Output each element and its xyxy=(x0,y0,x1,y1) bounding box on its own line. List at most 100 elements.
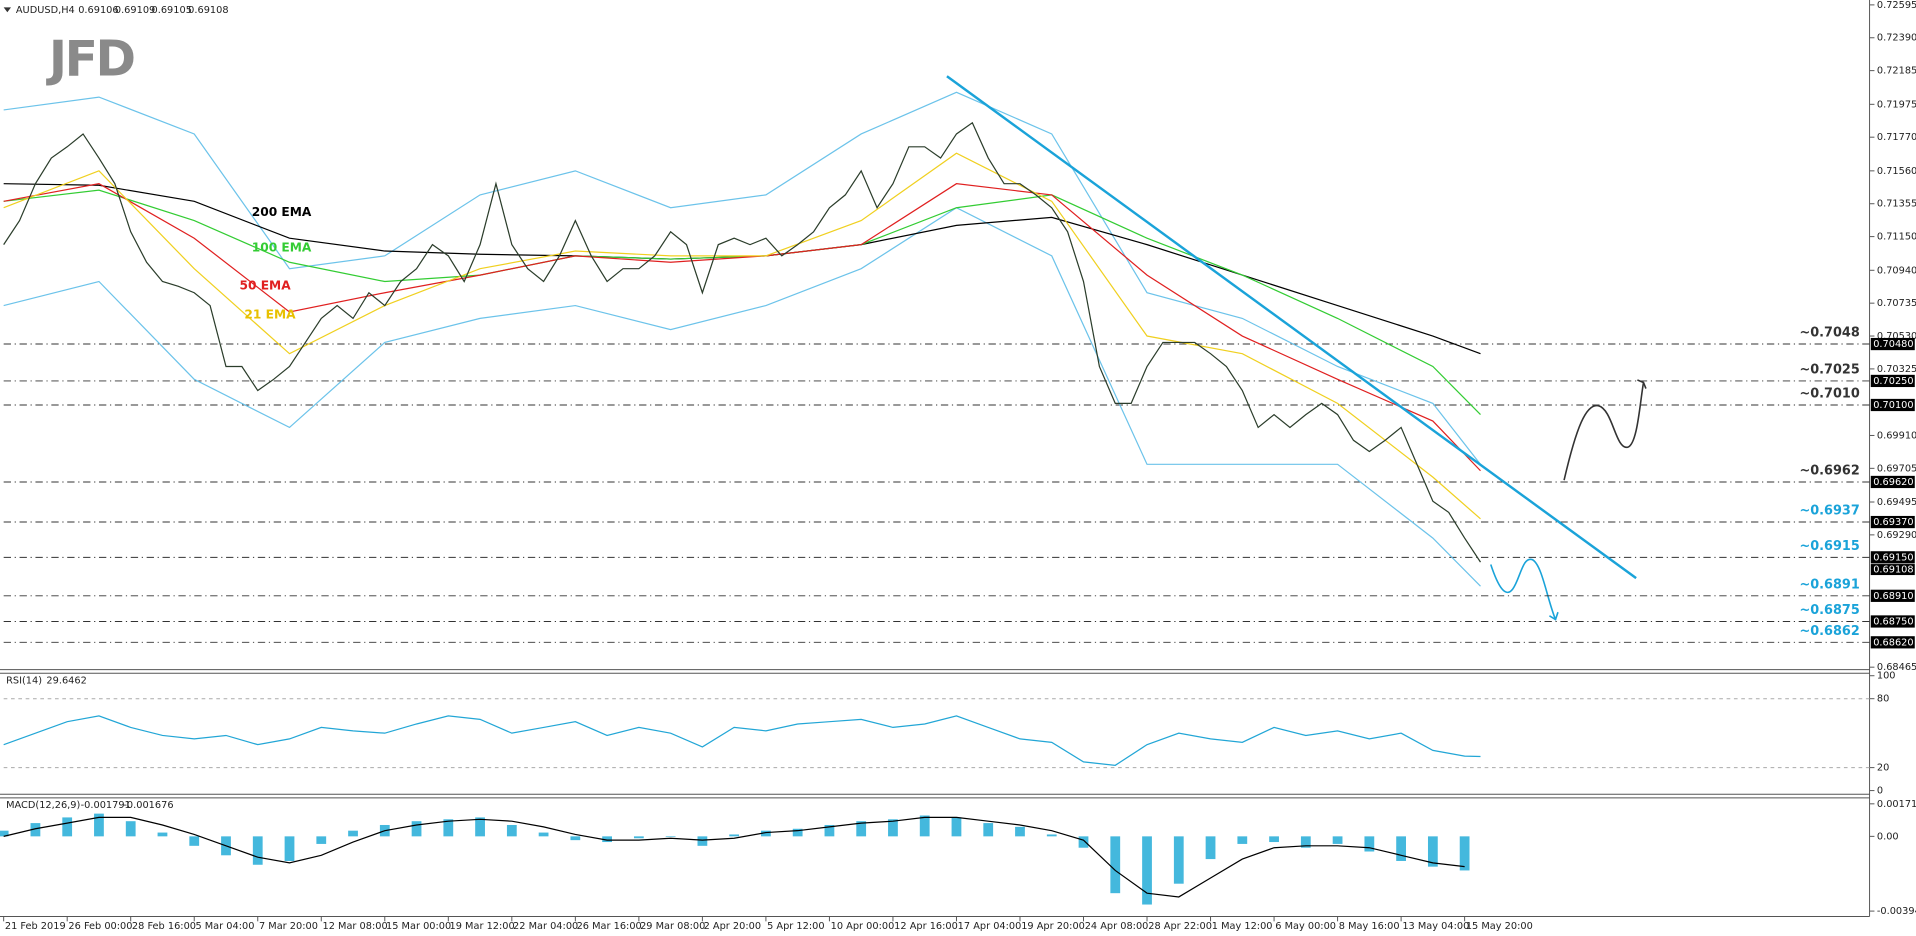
level-axis-label: 0.68750 xyxy=(1873,616,1913,627)
arrow-head xyxy=(1549,611,1559,621)
histogram-bar xyxy=(983,823,994,837)
x-tick-label: 19 Mar 12:00 xyxy=(450,921,515,932)
level-axis-label: 0.69370 xyxy=(1873,517,1913,528)
y-tick-label: 0.71770 xyxy=(1877,132,1916,143)
histogram-bar xyxy=(602,836,612,843)
trendline xyxy=(946,75,1637,580)
x-tick-label: 13 May 04:00 xyxy=(1402,921,1469,932)
y-tick-label: 0.72595 xyxy=(1877,0,1916,11)
y-tick-label: 0.70530 xyxy=(1877,331,1916,342)
histogram-bar xyxy=(888,819,898,837)
scenario-down-arrow xyxy=(1490,558,1557,620)
y-tick-label: 0.72390 xyxy=(1877,33,1916,44)
level-axis-box xyxy=(1870,615,1915,628)
histogram-bar xyxy=(1205,836,1216,860)
histogram-bar xyxy=(729,834,740,837)
histogram-bar xyxy=(411,821,422,837)
level-axis-box xyxy=(1870,551,1915,564)
y-tick-label: 0 xyxy=(1877,786,1883,797)
level-axis-box xyxy=(1870,636,1915,649)
histogram-bar xyxy=(633,836,644,839)
panel-title: RSI(14) xyxy=(6,676,42,687)
ohlc-value: 0.69109 xyxy=(115,5,155,16)
x-tick-label: 2 Apr 20:00 xyxy=(704,921,761,932)
histogram-bar xyxy=(538,832,549,837)
symbol: AUDUSD,H4 xyxy=(16,5,75,16)
x-tick-label: 5 Apr 12:00 xyxy=(767,921,824,932)
histogram-bar xyxy=(697,836,708,846)
current-price-box xyxy=(1870,564,1915,576)
ema-label: 21 EMA xyxy=(244,308,296,322)
y-tick-label: 0.68465 xyxy=(1877,662,1916,673)
x-tick-label: 7 Mar 20:00 xyxy=(259,921,318,932)
level-axis-box xyxy=(1870,589,1915,602)
ohlc-value: 0.69108 xyxy=(188,5,228,16)
y-tick-label: 20 xyxy=(1877,763,1889,774)
level-label: ~0.6891 xyxy=(1800,577,1860,592)
y-tick-label: 0.69495 xyxy=(1877,497,1916,508)
series-line xyxy=(3,207,1481,587)
y-tick-label: 0.71150 xyxy=(1877,232,1916,243)
histogram-bar xyxy=(30,823,41,837)
scenario-up-arrow xyxy=(1563,382,1645,481)
series-line xyxy=(3,121,1482,563)
histogram-bar xyxy=(189,836,200,846)
x-tick-label: 26 Mar 16:00 xyxy=(577,921,642,932)
series-line xyxy=(3,91,1481,465)
y-tick-label: 100 xyxy=(1877,671,1896,682)
level-axis-label: 0.70250 xyxy=(1873,376,1913,387)
histogram-bar xyxy=(0,830,9,837)
ema-label: 100 EMA xyxy=(252,241,312,255)
x-tick-label: 22 Mar 04:00 xyxy=(513,921,578,932)
histogram-bar xyxy=(570,836,581,841)
ohlc-value: 0.69106 xyxy=(78,5,118,16)
series-line xyxy=(3,715,1481,766)
level-label: ~0.7048 xyxy=(1800,326,1860,341)
histogram-bar xyxy=(1237,836,1248,844)
histogram-bar xyxy=(665,836,676,837)
histogram-bar xyxy=(761,830,771,837)
histogram-bar xyxy=(919,815,930,837)
arrow-head xyxy=(1637,379,1647,389)
histogram-bar xyxy=(94,813,104,837)
histogram-bar xyxy=(1110,836,1121,894)
level-axis-box xyxy=(1870,475,1915,489)
y-tick-label: 0.00 xyxy=(1877,831,1899,842)
histogram-bar xyxy=(62,817,73,837)
x-tick-label: 21 Feb 2019 xyxy=(5,921,66,932)
level-axis-label: 0.68910 xyxy=(1873,591,1913,602)
x-tick-label: 19 Apr 20:00 xyxy=(1021,921,1085,932)
histogram-bar xyxy=(1332,836,1343,844)
histogram-bar xyxy=(792,828,803,837)
level-label: ~0.7010 xyxy=(1800,386,1860,401)
level-axis-box xyxy=(1870,398,1915,412)
histogram-bar xyxy=(1142,836,1152,905)
panel-title: MACD(12,26,9) xyxy=(6,800,80,811)
level-axis-label: 0.69150 xyxy=(1873,552,1913,563)
level-axis-box xyxy=(1870,374,1915,388)
histogram-bar xyxy=(1269,836,1279,843)
y-tick-label: 0.69290 xyxy=(1877,530,1916,541)
x-tick-label: 12 Mar 08:00 xyxy=(322,921,387,932)
x-tick-label: 5 Mar 04:00 xyxy=(195,921,254,932)
x-tick-label: 24 Apr 08:00 xyxy=(1085,921,1149,932)
panel-readout: 29.6462 xyxy=(46,676,86,687)
histogram-bar xyxy=(506,824,517,837)
x-tick-label: 6 May 00:00 xyxy=(1275,921,1336,932)
y-tick-label: 0.71355 xyxy=(1877,199,1916,210)
histogram-bar xyxy=(1173,836,1184,884)
x-tick-label: 29 Mar 08:00 xyxy=(640,921,705,932)
x-tick-label: 10 Apr 00:00 xyxy=(831,921,895,932)
histogram-bar xyxy=(284,836,295,861)
x-tick-label: 8 May 16:00 xyxy=(1339,921,1400,932)
x-tick-label: 28 Apr 22:00 xyxy=(1148,921,1212,932)
y-tick-label: 80 xyxy=(1877,694,1889,705)
histogram-bar xyxy=(856,821,867,837)
x-tick-label: 26 Feb 00:00 xyxy=(68,921,132,932)
level-axis-label: 0.68620 xyxy=(1873,637,1913,648)
level-label: ~0.6875 xyxy=(1800,603,1860,618)
level-label: ~0.6862 xyxy=(1800,624,1860,639)
current-price-label: 0.69108 xyxy=(1873,565,1913,576)
histogram-bar xyxy=(951,817,962,837)
